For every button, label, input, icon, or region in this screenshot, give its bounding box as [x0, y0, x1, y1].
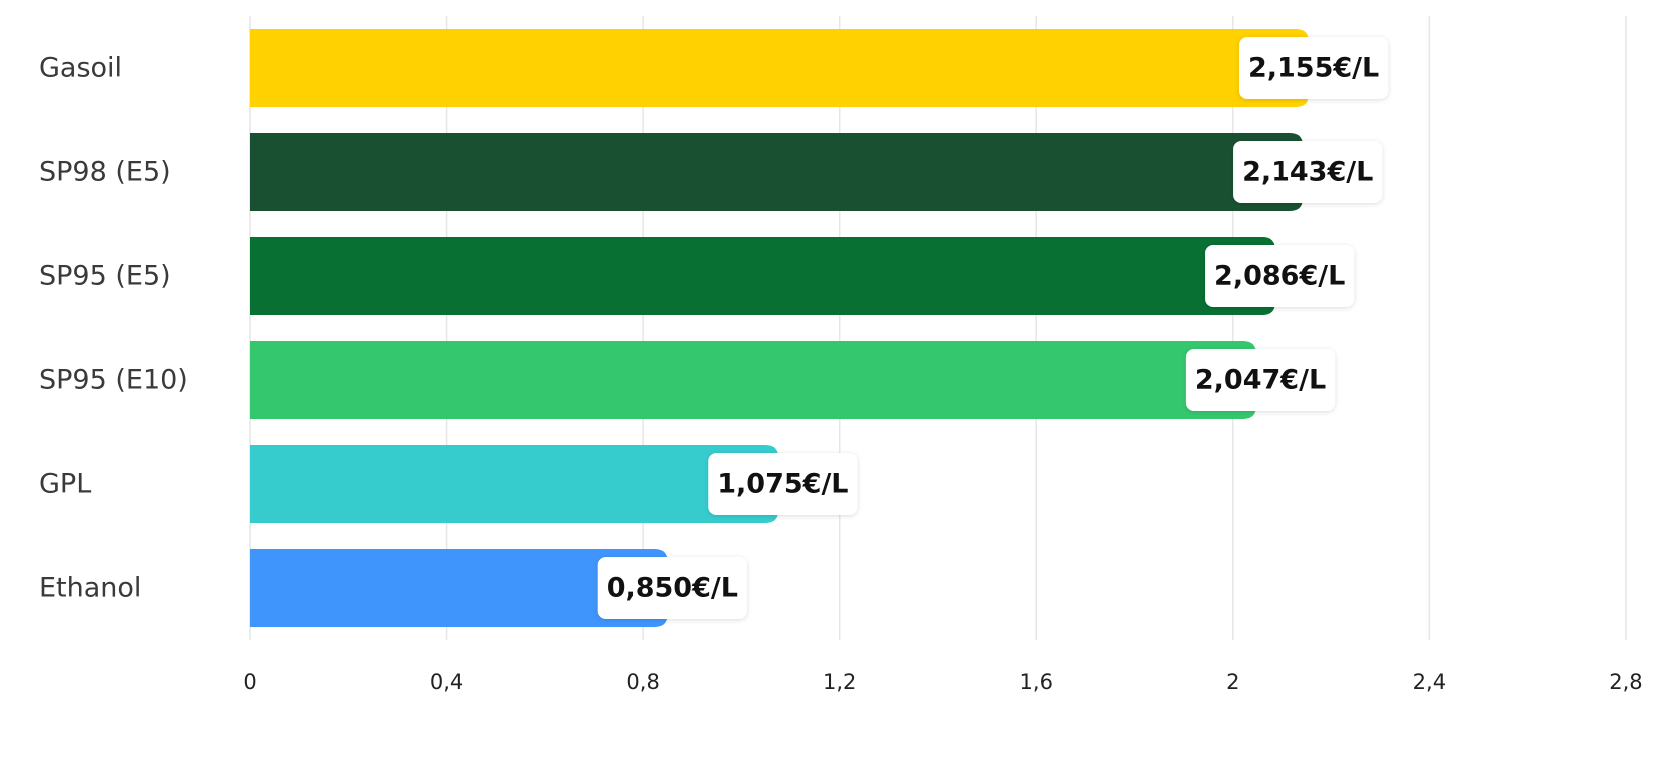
x-tick-label: 0,8: [626, 670, 659, 694]
data-label-background: [1238, 37, 1389, 99]
category-label: Gasoil: [39, 53, 122, 84]
data-label: 0,850€/L: [607, 573, 738, 604]
data-label-background: [1233, 141, 1383, 203]
data-label: 1,075€/L: [717, 469, 848, 500]
data-labels: 2,155€/L 2,143€/L 2,086€/L 2,047€/L 1,075€/L…: [597, 37, 1389, 619]
data-label-background: [1205, 245, 1355, 307]
x-tick-label: 2: [1226, 670, 1239, 694]
data-label: 2,047€/L: [1195, 365, 1326, 396]
bars: [250, 29, 1309, 627]
bar: [250, 445, 779, 523]
bar: [250, 133, 1304, 211]
category-labels: Gasoil SP98 (E5) SP95 (E5) SP95 (E10) GPL Eth…: [39, 53, 188, 604]
data-label-box: 0,850€/L: [597, 557, 747, 619]
bar: [250, 29, 1309, 107]
x-tick-label: 2,8: [1609, 670, 1642, 694]
x-tick-label: 0: [243, 670, 256, 694]
category-label: GPL: [39, 469, 91, 500]
x-axis-tick-labels: 0 0,4 0,8 1,2 1,6 2 2,4 2,8: [243, 670, 1642, 694]
data-label-box: 2,047€/L: [1185, 349, 1336, 411]
x-tick-label: 0,4: [430, 670, 463, 694]
bar: [250, 341, 1256, 419]
data-label: 2,155€/L: [1248, 53, 1379, 84]
grid-lines: [249, 16, 1627, 640]
data-label: 2,143€/L: [1242, 157, 1373, 188]
category-label: SP95 (E10): [39, 365, 188, 396]
data-label: 2,086€/L: [1214, 261, 1345, 292]
x-tick-label: 1,6: [1020, 670, 1053, 694]
data-label-background: [597, 557, 747, 619]
data-label-box: 2,086€/L: [1205, 245, 1355, 307]
x-tick-label: 2,4: [1413, 670, 1446, 694]
data-label-box: 2,143€/L: [1233, 141, 1383, 203]
bar: [250, 237, 1276, 315]
data-label-background: [708, 453, 858, 515]
x-tick-label: 1,2: [823, 670, 856, 694]
category-label: Ethanol: [39, 573, 141, 604]
data-label-box: 1,075€/L: [708, 453, 858, 515]
bar: [250, 549, 668, 627]
data-label-box: 2,155€/L: [1238, 37, 1389, 99]
data-label-background: [1185, 349, 1336, 411]
category-label: SP95 (E5): [39, 261, 171, 292]
category-label: SP98 (E5): [39, 157, 171, 188]
